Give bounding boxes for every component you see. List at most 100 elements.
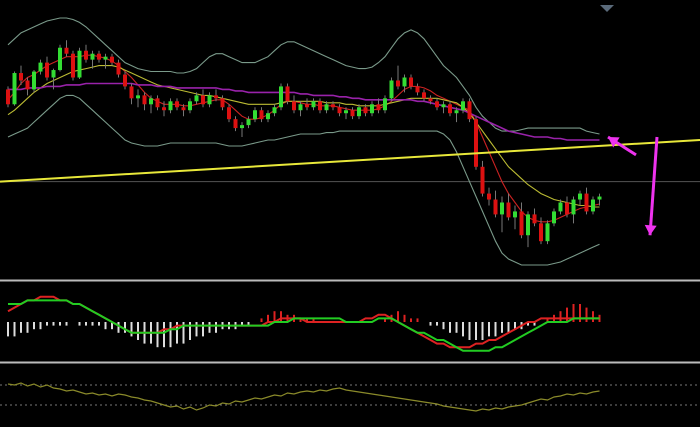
bull-candle [357,107,361,117]
bear-candle [84,50,88,60]
bull-candle [591,199,595,212]
bull-candle [441,104,446,108]
bear-candle [318,101,322,111]
series-ma-slow [8,82,600,141]
bear-candle [331,104,335,108]
bear-candle [428,98,433,102]
bear-candle [493,199,498,215]
bull-candle [571,199,576,215]
forecast-arrowhead-up-icon [608,137,620,148]
bull-candle [272,107,277,114]
bull-candle [168,101,173,111]
bull-candle [298,104,303,111]
bear-candle [350,110,355,117]
bear-candle [142,95,147,105]
bear-candle [487,193,491,200]
bear-candle [480,166,485,194]
bear-candle [532,214,537,224]
bull-candle [344,110,348,114]
bear-candle [292,101,296,111]
bear-candle [396,80,400,87]
bear-candle [123,74,127,87]
bull-candle [90,53,95,60]
bull-candle [149,98,153,105]
bull-candle [12,73,17,105]
bear-candle [110,56,114,63]
bear-candle [448,104,452,114]
bear-candle [214,95,218,99]
bear-candle [565,202,569,215]
macd-signal-slow [8,299,600,352]
bull-candle [207,95,212,105]
bear-candle [175,101,179,108]
scroll-marker-icon[interactable] [600,5,614,12]
macd-panel [7,295,601,352]
bull-candle [526,214,530,236]
bear-candle [155,98,160,108]
bear-candle [415,86,420,93]
bear-candle [45,62,49,78]
bull-candle [578,193,582,200]
bear-candle [162,107,166,111]
bear-candle [519,211,524,236]
bear-candle [181,107,186,111]
bear-candle [19,73,23,81]
forecast-arrowhead-down-icon [644,224,657,236]
trendline [0,139,700,183]
bear-candle [363,107,368,114]
bear-candle [201,95,205,105]
bear-candle [285,86,290,102]
bear-candle [116,62,121,75]
bull-candle [558,202,563,212]
bear-candle [539,223,543,242]
bull-candle [136,95,140,99]
oscillator-panel [0,382,700,412]
bull-candle [240,125,244,129]
bull-candle [32,71,36,90]
bear-candle [435,101,439,108]
bear-candle [474,119,478,167]
bear-candle [227,107,231,120]
bear-candle [64,47,69,54]
bear-candle [409,77,413,87]
bear-candle [220,98,225,108]
bull-candle [500,202,504,215]
bull-candle [545,223,550,242]
bear-candle [376,104,381,111]
bear-candle [129,86,134,99]
series-ma-mid [7,65,600,208]
bear-candle [71,53,75,78]
price-panel [0,17,700,266]
bull-candle [253,110,257,120]
bear-candle [259,110,264,120]
series-bollinger-upper [7,17,600,135]
series-bollinger-lower [7,94,600,266]
bull-candle [58,47,62,71]
bear-candle [25,80,30,90]
bull-candle [194,95,199,102]
bull-candle [266,113,270,120]
bear-candle [305,104,309,108]
bull-candle [552,211,556,224]
bear-candle [337,107,342,114]
oscillator-line [7,382,600,412]
bear-candle [233,119,238,129]
bull-candle [103,56,108,60]
bear-candle [584,193,589,212]
bull-candle [38,62,43,72]
bull-candle [279,86,283,108]
bear-candle [6,89,10,105]
bull-candle [461,101,465,111]
bull-candle [324,104,329,111]
bear-candle [422,92,426,99]
bull-candle [454,110,459,114]
bull-candle [188,101,192,111]
bull-candle [77,50,82,78]
forecast-arrow-down [648,136,659,236]
bear-candle [506,202,511,218]
bull-candle [383,98,387,111]
bull-candle [513,211,517,218]
bear-candle [97,53,101,60]
